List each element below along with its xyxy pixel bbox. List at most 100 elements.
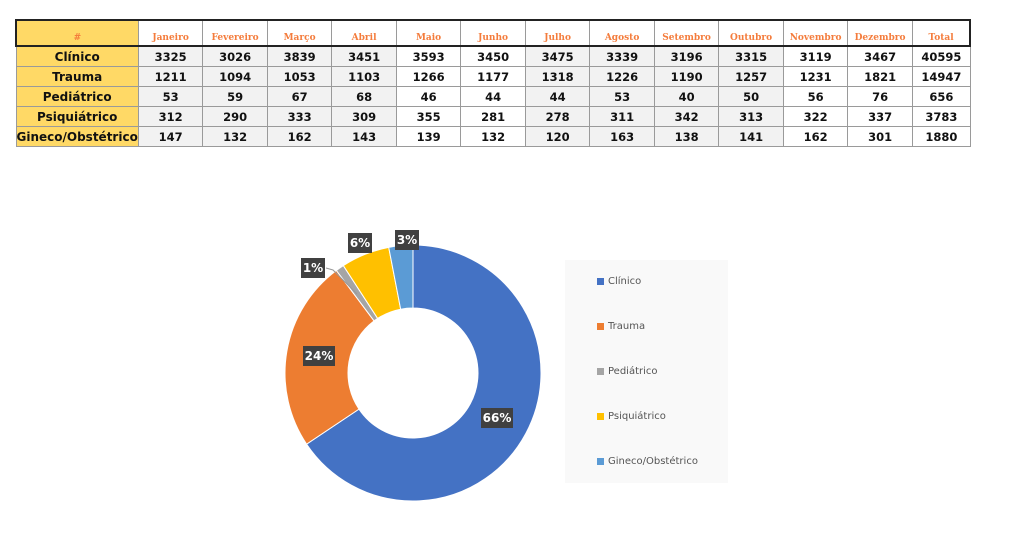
row-label: Trauma [15,66,139,87]
table-cell: 120 [524,126,591,147]
table-cell: 1257 [718,66,784,87]
data-label-text: 3% [397,233,417,247]
legend-item: Psiquiátrico [597,411,666,422]
table-cell: 40 [653,86,720,107]
leader-line [325,267,358,295]
table-cell: 50 [718,86,784,107]
column-header: Agosto [589,19,655,47]
data-label-text: 24% [305,349,334,363]
table-cell: 1231 [782,66,849,87]
table-row: Clínico 3325 3026 3839 3451 3593 3450 3475 3339 3… [15,45,971,67]
table-cell: 3315 [718,45,784,67]
legend-label: Pediátrico [608,366,658,377]
legend-item: Trauma [597,321,645,332]
table-cell: 162 [782,126,849,147]
data-label: 3% [395,230,419,250]
data-table: # Janeiro Fevereiro Março Abril Maio Junho Julh… [14,19,972,147]
table-cell: 162 [266,126,333,147]
table-cell: 355 [395,106,462,127]
table-cell: 311 [589,106,655,127]
table-cell: 3593 [395,45,462,67]
data-label-box [303,346,335,366]
column-header: Outubro [718,19,784,47]
table-cell: 1266 [395,66,462,87]
table-cell: 3339 [589,45,655,67]
table-cell: 76 [847,86,913,107]
corner-header: # [14,19,139,47]
data-label-text: 1% [303,261,323,275]
donut-slice-clnico [305,244,542,502]
table-cell: 53 [137,86,204,107]
table-cell: 132 [202,126,268,147]
data-label: 6% [348,233,372,253]
table-cell: 67 [266,86,333,107]
table-cell: 132 [460,126,526,147]
table-cell: 3119 [782,45,849,67]
table-cell: 1103 [331,66,397,87]
table-cell: 3451 [331,45,397,67]
table-cell: 1821 [847,66,913,87]
table-cell: 56 [782,86,849,107]
table-cell: 309 [331,106,397,127]
table-cell: 3196 [653,45,720,67]
data-label-text: 6% [350,236,370,250]
table-cell: 3325 [137,45,204,67]
table-cell: 3475 [524,45,591,67]
column-header: Maio [395,19,462,47]
legend-swatch [597,323,604,330]
legend-item: Pediátrico [597,366,658,377]
table-cell: 138 [653,126,720,147]
table-cell: 278 [524,106,591,127]
column-header: Dezembro [847,19,913,47]
data-label-text: 66% [483,411,512,425]
column-header: Novembro [782,19,849,47]
data-label-box [301,258,325,278]
column-header: Abril [331,19,397,47]
legend-swatch [597,278,604,285]
table-cell: 322 [782,106,849,127]
table-cell: 342 [653,106,720,127]
table-cell: 1880 [911,126,971,147]
column-header: Julho [524,19,591,47]
chart-legend: Clínico Trauma Pediátrico Psiquiátrico Ginec… [565,260,728,483]
legend-item: Gineco/Obstétrico [597,456,698,467]
table-cell: 163 [589,126,655,147]
table-cell: 147 [137,126,204,147]
table-row: Gineco/Obstétrico 147 132 162 143 139 132 120 16… [15,126,971,147]
table-cell: 44 [524,86,591,107]
table-cell: 1318 [524,66,591,87]
column-header: Total [911,19,972,47]
table-cell: 301 [847,126,913,147]
table-cell: 141 [718,126,784,147]
table-cell: 333 [266,106,333,127]
table-row: Pediátrico 53 59 67 68 46 44 44 53 40 50 56 76 656 [15,86,971,107]
table-cell: 290 [202,106,268,127]
column-header: Setembro [653,19,720,47]
data-label-box [481,408,513,428]
row-label: Gineco/Obstétrico [15,126,139,147]
table-cell: 1177 [460,66,526,87]
data-label: 24% [303,346,335,366]
row-label: Pediátrico [15,86,139,107]
data-label: 1% [301,258,325,278]
table-cell: 1190 [653,66,720,87]
table-cell: 40595 [911,45,971,67]
row-label: Clínico [15,45,139,67]
table-cell: 3839 [266,45,333,67]
table-row: Trauma 1211 1094 1053 1103 1266 1177 1318 1226 11… [15,66,971,87]
data-label: 66% [481,408,513,428]
legend-swatch [597,368,604,375]
column-header: Março [266,19,333,47]
legend-item: Clínico [597,276,641,287]
table-cell: 1094 [202,66,268,87]
legend-label: Trauma [608,321,646,332]
legend-label: Gineco/Obstétrico [608,456,698,467]
data-label-box [395,230,419,250]
table-cell: 1053 [266,66,333,87]
legend-label: Psiquiátrico [608,411,666,422]
data-label-box [348,233,372,253]
table-cell: 1226 [589,66,655,87]
column-header: Fevereiro [202,19,268,47]
table-cell: 44 [460,86,526,107]
